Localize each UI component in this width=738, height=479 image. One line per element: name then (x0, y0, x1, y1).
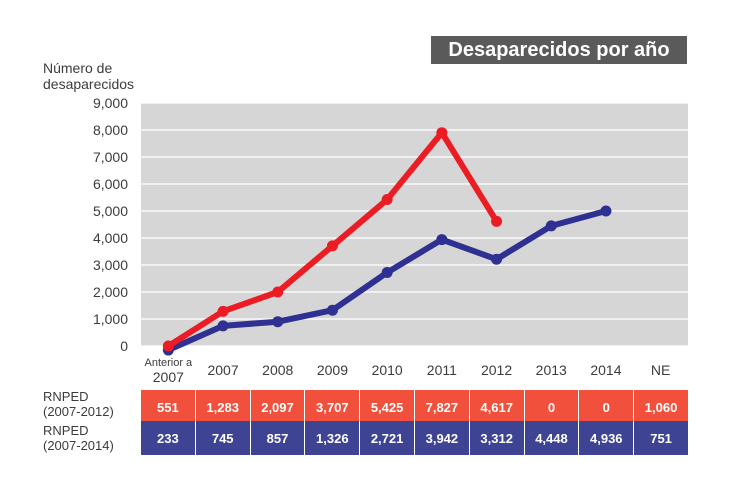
table-cell: 4,617 (469, 390, 525, 424)
table-cell: 233 (141, 421, 196, 455)
y-tick-label: 4,000 (93, 230, 128, 246)
data-point (326, 240, 338, 252)
x-tick-label: 2013 (536, 362, 567, 378)
table-cell: 1,283 (195, 390, 251, 424)
x-tick-label: 2009 (317, 362, 348, 378)
y-tick-label: 9,000 (93, 95, 128, 111)
table-cell: 4,936 (579, 421, 635, 455)
x-tick-label: 2014 (590, 362, 621, 378)
table-cell: 1,326 (305, 421, 361, 455)
x-tick-label: NE (651, 362, 670, 378)
row-label-line2: (2007-2014) (43, 438, 114, 453)
table-cell: 0 (579, 390, 635, 424)
x-tick-label: 2012 (481, 362, 512, 378)
y-axis-label-line2: desaparecidos (43, 76, 135, 92)
y-tick-label: 8,000 (93, 122, 128, 138)
y-tick-label: 0 (120, 338, 128, 354)
x-tick-label: 2007 (153, 369, 184, 385)
y-tick-label: 2,000 (93, 284, 128, 300)
y-tick-label: 6,000 (93, 176, 128, 192)
y-tick-label: 1,000 (93, 311, 128, 327)
table-cell: 2,721 (360, 421, 415, 455)
data-point (272, 316, 284, 328)
table-row-red: 551 1,283 2,097 3,707 5,425 7,827 4,617 0 0 1,060 (141, 390, 688, 424)
table-cell: 551 (141, 390, 196, 424)
row-label-line1: RNPED (43, 423, 89, 438)
row-label-line1: RNPED (43, 389, 89, 404)
table-cell: 3,312 (469, 421, 525, 455)
x-tick-label: 2008 (262, 362, 293, 378)
data-point (491, 215, 503, 227)
chart-title: Desaparecidos por año (431, 36, 687, 64)
data-point (491, 253, 503, 265)
y-tick-label: 3,000 (93, 257, 128, 273)
table-cell: 745 (195, 421, 251, 455)
x-tick-label: Anterior a (144, 357, 193, 369)
x-tick-label: 2011 (427, 362, 457, 378)
data-point (600, 205, 612, 217)
data-point (272, 286, 284, 298)
table-cell: 7,827 (414, 390, 470, 424)
table-cell: 0 (524, 390, 580, 424)
data-point (326, 304, 338, 316)
data-point (545, 220, 557, 232)
data-point (436, 127, 448, 139)
row-label-line2: (2007-2012) (43, 404, 114, 419)
data-point (217, 305, 229, 317)
table-cell: 857 (250, 421, 306, 455)
x-tick-label: 2007 (207, 362, 238, 378)
table-cell: 2,097 (250, 390, 306, 424)
y-axis-label-line1: Número de (43, 60, 113, 76)
table-cell: 3,942 (414, 421, 470, 455)
table-cell: 4,448 (524, 421, 580, 455)
data-point (381, 194, 393, 206)
x-tick-label: 2010 (372, 362, 403, 378)
table-cell: 3,707 (305, 390, 361, 424)
table-cell: 1,060 (634, 390, 688, 424)
table-row-label-red: RNPED (2007-2012) (43, 389, 114, 419)
y-tick-label: 5,000 (93, 203, 128, 219)
table-cell: 5,425 (360, 390, 415, 424)
table-row-label-blue: RNPED (2007-2014) (43, 423, 114, 453)
table-cell: 751 (634, 421, 688, 455)
data-point (436, 234, 448, 246)
data-point (217, 320, 229, 332)
data-point (162, 340, 174, 352)
data-point (381, 267, 393, 279)
table-row-blue: 233 745 857 1,326 2,721 3,942 3,312 4,448 4,936 7… (141, 421, 688, 455)
y-tick-label: 7,000 (93, 149, 128, 165)
line-chart: 0 1,000 2,000 3,000 4,000 5,000 6,000 7,000 8,00… (93, 95, 688, 385)
y-axis-label: Número de desaparecidos (43, 60, 134, 92)
